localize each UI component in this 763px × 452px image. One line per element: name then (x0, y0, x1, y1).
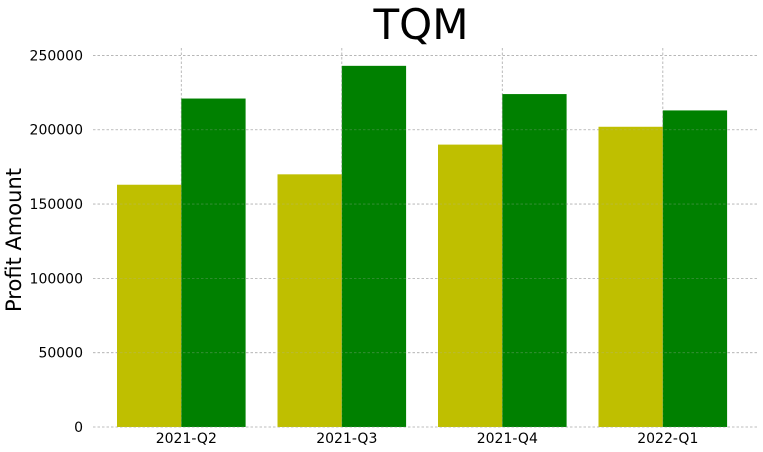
bar (341, 65, 407, 427)
bar (662, 110, 728, 428)
bar (277, 174, 342, 427)
y-tick-label: 250000 (30, 48, 83, 64)
x-tick-label: 2021-Q2 (156, 431, 217, 447)
y-tick-label: 50000 (38, 346, 83, 362)
y-tick-label: 200000 (30, 123, 83, 139)
y-axis-ticks: 0 50000 100000 150000 200000 250000 (30, 48, 83, 436)
bars (117, 65, 728, 428)
x-axis-ticks: 2021-Q2 2021-Q3 2021-Q4 2022-Q1 (156, 431, 699, 447)
bar (598, 126, 663, 427)
chart-title: TQM (373, 0, 469, 49)
bar (117, 184, 182, 427)
y-axis-label: Profit Amount (2, 168, 26, 312)
bar (502, 94, 567, 427)
y-tick-label: 100000 (30, 271, 83, 287)
bar (181, 98, 246, 428)
y-tick-label: 150000 (30, 197, 83, 213)
x-tick-label: 2022-Q1 (637, 431, 698, 447)
grid-overlay (93, 48, 757, 428)
x-tick-label: 2021-Q3 (316, 431, 377, 447)
x-tick-label: 2021-Q4 (477, 431, 538, 447)
bar (438, 144, 503, 427)
y-tick-label: 0 (74, 420, 83, 436)
